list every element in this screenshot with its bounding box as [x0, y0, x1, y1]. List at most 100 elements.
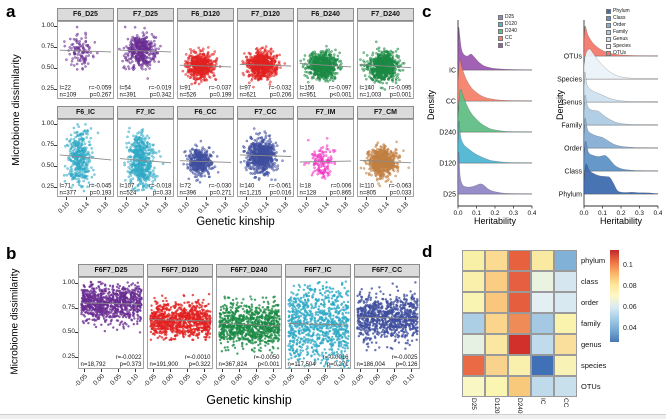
x-tick-mark — [239, 369, 241, 372]
x-tick-mark — [135, 369, 137, 372]
y-tick-mark — [54, 26, 57, 27]
x-tick-mark — [222, 369, 224, 372]
facet-title-F6F7_D25: F6F7_D25 — [78, 264, 144, 277]
heatmap-row-family: family — [462, 313, 606, 334]
legend-groups: D25 D120 D240 CC IC — [498, 14, 517, 49]
panel-a-letter: a — [6, 2, 16, 21]
legend-entry-Order: Order — [606, 22, 631, 29]
heatmap-row-label-class: class — [581, 277, 599, 286]
scatter-points — [359, 140, 411, 188]
heatmap-cell-genus-D120 — [485, 334, 508, 355]
heatmap-cell-species-CC — [554, 355, 577, 376]
heatmap-cell-genus-CC — [554, 334, 577, 355]
panel-b: b Microbiome dissimilarity F6F7_D25 r=-0.… — [0, 240, 430, 416]
heatmap-cell-order-IC — [531, 292, 554, 313]
facet-plot-F6_IC: l=71 r=-0.045 n=377 p=0.193 — [57, 119, 114, 197]
x-tick-mark — [273, 369, 275, 372]
legend-taxa: Phylum Class Order Family Genus Species OTUs — [606, 8, 631, 57]
ridge-IC — [457, 26, 533, 71]
ridge-category-label: D120 — [439, 161, 456, 168]
ridge-category-label: Family — [561, 123, 582, 130]
heatmap-cell-genus-IC — [531, 334, 554, 355]
stat-text: p=0.267 — [90, 93, 113, 99]
stat-text: n=396 — [180, 191, 198, 197]
heatmap-col-label-D240: D240 — [508, 398, 531, 414]
ridge-x-tick: 0.1 — [598, 210, 607, 217]
stat-text: p=0.271 — [327, 362, 350, 368]
heatmap-row-label-phylum: phylum — [581, 256, 606, 265]
x-tick-mark — [385, 197, 387, 200]
facet-plot-F7_CC: l=140 r=-0.061 n=1,215 p=0.016 — [237, 119, 294, 197]
stat-text: n=128 — [300, 191, 318, 197]
y-tick-label: 0.75 — [41, 140, 54, 148]
stat-text: n=117,504 — [288, 362, 317, 368]
y-tick-label: 0.50 — [41, 63, 54, 71]
facet-plot-F6F7_CC: r=-0.0025 n=186,004 p=0.126 — [354, 277, 420, 369]
legend-swatch-Family — [606, 30, 611, 35]
x-tick-mark — [345, 197, 347, 200]
legend-label-OTUs: OTUs — [613, 50, 627, 56]
heatmap-col-label-CC: CC — [554, 398, 577, 414]
scatter-points — [287, 280, 350, 369]
facet-plot-F7_IM: l=18 r=0.006 n=128 p=0.865 — [297, 119, 354, 197]
stat-text: n=951 — [300, 93, 318, 99]
ridge-x-tick: 0.4 — [527, 210, 536, 217]
stat-text: l=22 — [60, 86, 72, 92]
facet-plot-F7_D120: l=97 r=-0.032 n=621 p=0.206 — [237, 21, 294, 99]
scatter-points — [239, 127, 286, 182]
panel-c-letter: c — [422, 2, 432, 21]
heatmap-row-OTUs: OTUs — [462, 376, 606, 397]
stat-text: n=805 — [360, 191, 378, 197]
facet-title-F6_D120: F6_D120 — [177, 8, 234, 21]
stat-text: r=-0.0022 — [116, 355, 143, 361]
stat-text: n=524 — [120, 191, 138, 197]
stat-text: r=0.006 — [331, 184, 352, 190]
heatmap-cell-order-CC — [554, 292, 577, 313]
legend-entry-CC: CC — [498, 35, 517, 42]
x-tick-mark — [305, 197, 307, 200]
ridge-category-label: Species — [557, 77, 582, 84]
heatmap-row-label-genus: genus — [581, 340, 602, 349]
stat-text: r=-0.097 — [329, 86, 352, 92]
ridge-D120 — [457, 120, 533, 164]
y-tick-label: 0.50 — [62, 328, 75, 336]
ridge-CC — [457, 58, 533, 102]
legend-entry-D25: D25 — [498, 14, 517, 21]
stat-text: r=-0.032 — [269, 86, 292, 92]
facet-plot-F6F7_IC: r=-0.0016 n=117,504 p=0.271 — [285, 277, 351, 369]
heatmap-row-phylum: phylum — [462, 250, 606, 271]
facet-title-F7_CC: F7_CC — [237, 106, 294, 119]
ridge-Species — [583, 48, 659, 80]
x-tick-mark — [291, 369, 293, 372]
heatmap-col-label-D25: D25 — [462, 398, 485, 414]
y-tick-label: 0.25 — [41, 182, 54, 190]
window-bottom-bar — [0, 414, 666, 419]
stat-text: n=391 — [120, 93, 138, 99]
scatter-points — [118, 25, 162, 80]
facet-title-F6_D25: F6_D25 — [57, 8, 114, 21]
legend-label-Phylum: Phylum — [613, 8, 630, 14]
heatmap-row-class: class — [462, 271, 606, 292]
heatmap-row-label-order: order — [581, 298, 599, 307]
facet-title-F6F7_D120: F6F7_D120 — [147, 264, 213, 277]
legend-swatch-Order — [606, 23, 611, 28]
facet-title-F6F7_D240: F6F7_D240 — [216, 264, 282, 277]
stat-text: p=0.865 — [330, 191, 353, 197]
x-tick-mark — [325, 197, 327, 200]
legend-entry-Phylum: Phylum — [606, 8, 631, 15]
heatmap-row-genus: genus — [462, 334, 606, 355]
colorbar-tick-0.04: 0.04 — [623, 325, 637, 333]
stat-text: p=0.016 — [270, 191, 293, 197]
ridge-Order — [583, 117, 659, 149]
heatmap-col-label-text: D120 — [493, 398, 500, 414]
heatmap-col-label-text: IC — [539, 398, 546, 405]
panel-a-y-axis-label: Microbiome dissimilarity — [10, 54, 22, 166]
ridge-category-label: Order — [564, 146, 583, 153]
x-tick-mark — [285, 197, 287, 200]
y-tick-label: 0.50 — [41, 161, 54, 169]
stat-text: l=97 — [240, 86, 252, 92]
facet-plot-F6_D120: l=91 r=-0.037 n=526 p=0.199 — [177, 21, 234, 99]
ridge-category-label: Phylum — [559, 192, 583, 199]
ridgeline-right-x-label: Heritability — [599, 216, 642, 226]
scatter-points — [123, 126, 165, 192]
